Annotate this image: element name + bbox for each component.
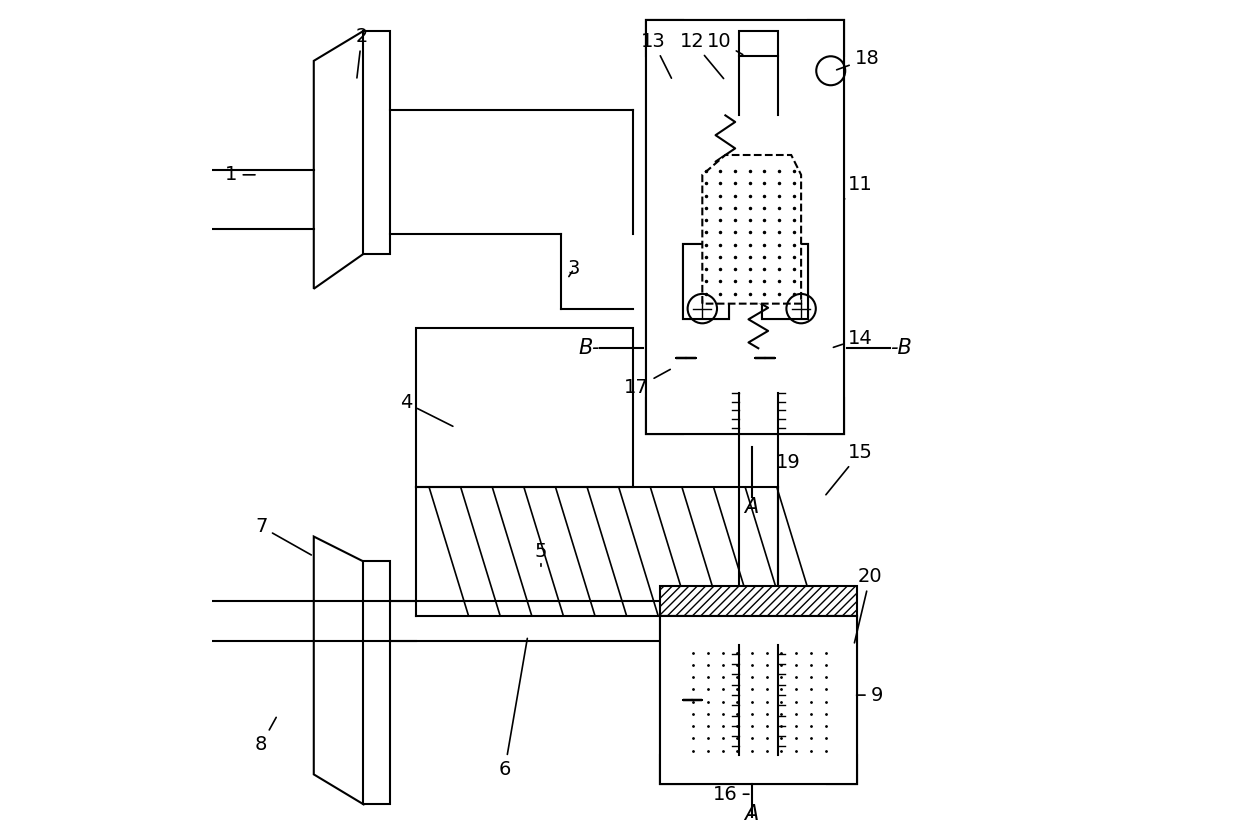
- Bar: [646, 20, 682, 434]
- Bar: [807, 20, 844, 434]
- Text: 19: 19: [775, 452, 800, 477]
- Text: -B: -B: [890, 338, 911, 358]
- Text: 15: 15: [826, 442, 873, 494]
- FancyBboxPatch shape: [682, 244, 729, 319]
- Bar: [660, 755, 857, 784]
- Text: 3: 3: [568, 260, 580, 279]
- Polygon shape: [314, 536, 363, 804]
- Text: 11: 11: [844, 176, 873, 199]
- FancyBboxPatch shape: [415, 329, 634, 487]
- Bar: [682, 244, 729, 319]
- Text: 9: 9: [857, 686, 883, 705]
- FancyBboxPatch shape: [761, 244, 807, 319]
- Text: 18: 18: [837, 49, 879, 70]
- Text: 16: 16: [713, 784, 749, 803]
- Bar: [827, 616, 857, 784]
- Bar: [646, 398, 844, 434]
- Text: 2: 2: [356, 26, 368, 78]
- Text: 6: 6: [498, 639, 527, 779]
- Text: 10: 10: [707, 31, 743, 54]
- Text: 17: 17: [624, 369, 671, 397]
- Bar: [660, 586, 857, 616]
- Text: 12: 12: [680, 31, 724, 78]
- Bar: [660, 616, 689, 784]
- Text: 20: 20: [854, 567, 883, 643]
- Text: 1: 1: [226, 166, 255, 185]
- Polygon shape: [314, 31, 363, 288]
- FancyBboxPatch shape: [739, 31, 777, 56]
- Text: 13: 13: [641, 31, 671, 78]
- Text: 8: 8: [255, 718, 277, 754]
- Text: 4: 4: [399, 393, 453, 426]
- Text: 5: 5: [534, 542, 547, 566]
- Polygon shape: [702, 155, 801, 304]
- Text: B-: B-: [579, 338, 600, 358]
- Polygon shape: [363, 31, 389, 254]
- FancyBboxPatch shape: [646, 20, 844, 434]
- Text: 7: 7: [255, 517, 311, 555]
- Bar: [761, 244, 807, 319]
- Bar: [646, 20, 844, 56]
- Text: 14: 14: [833, 329, 873, 348]
- FancyBboxPatch shape: [660, 616, 857, 784]
- Text: A: A: [744, 804, 759, 824]
- Polygon shape: [363, 561, 389, 804]
- Text: A: A: [744, 497, 759, 517]
